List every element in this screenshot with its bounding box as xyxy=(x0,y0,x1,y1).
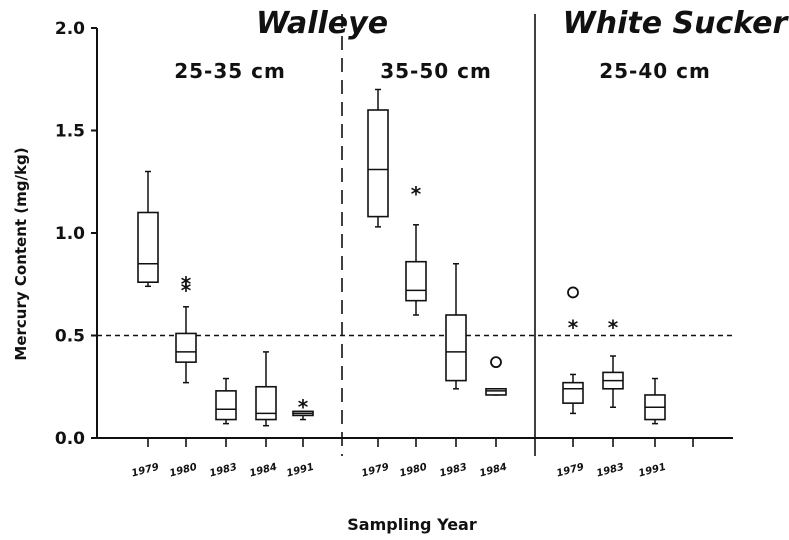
plot-frame xyxy=(341,14,536,456)
box-1983: 1983 xyxy=(208,377,238,480)
box-1991: 1991 xyxy=(637,377,667,480)
box-iqr xyxy=(367,109,389,218)
x-tick-label: 1980 xyxy=(168,462,198,480)
outlier-star: * xyxy=(411,182,422,206)
box-iqr xyxy=(485,387,507,396)
box-iqr xyxy=(562,381,584,404)
x-tick-label: 1979 xyxy=(555,462,585,480)
x-tick-label: 1979 xyxy=(130,462,160,480)
y-tick-label: 0.5 xyxy=(55,327,85,347)
box-iqr xyxy=(175,332,197,363)
box-1979: 1979 xyxy=(360,88,390,480)
axes-group: 0.0 0.5 1.0 1.5 2.0 xyxy=(55,19,733,449)
outlier-star: * xyxy=(181,278,192,302)
outlier-circle xyxy=(490,356,502,369)
x-tick-label: 1980 xyxy=(398,462,428,480)
x-tick-label: 1984 xyxy=(478,462,508,480)
y-axis-label: Mercury Content (mg/kg) xyxy=(12,147,30,360)
x-tick-label: 1983 xyxy=(438,462,468,480)
x-axis-label: Sampling Year xyxy=(347,515,477,534)
x-tick-label: 1983 xyxy=(208,462,238,480)
y-tick-label: 1.5 xyxy=(55,122,85,142)
panel-3: White Sucker 25-40 cm * 1979 * 1983 1991 xyxy=(555,6,789,480)
box-1980: * 1980 xyxy=(398,182,428,480)
box-1979: 1979 xyxy=(130,170,160,480)
y-tick-label: 0.0 xyxy=(55,429,85,449)
box-iqr xyxy=(405,260,427,302)
box-1980: ** 1980 xyxy=(168,272,198,479)
box-1983: * 1983 xyxy=(595,315,625,479)
outlier-star: * xyxy=(608,315,619,339)
size-range-label: 35-50 cm xyxy=(380,59,492,83)
outlier-star: * xyxy=(181,272,192,296)
y-tick-label: 1.0 xyxy=(55,224,85,244)
x-tick-label: 1991 xyxy=(637,462,667,480)
box-iqr xyxy=(137,211,159,283)
outlier-star: * xyxy=(568,315,579,339)
box-1983: 1983 xyxy=(438,263,468,480)
box-iqr xyxy=(255,385,277,421)
box-1984: 1984 xyxy=(248,351,278,480)
box-iqr xyxy=(445,314,467,382)
species-title: Walleye xyxy=(256,6,388,41)
x-tick-label: 1983 xyxy=(595,462,625,480)
x-tick-label: 1984 xyxy=(248,462,278,480)
species-title: White Sucker xyxy=(563,6,789,41)
size-range-label: 25-40 cm xyxy=(599,59,711,83)
outlier-star: * xyxy=(298,395,309,419)
y-tick-label: 2.0 xyxy=(55,19,85,39)
panel-2: 35-50 cm 1979 * 1980 1983 1984 xyxy=(360,59,508,480)
outlier-circle xyxy=(567,286,579,299)
x-tick-label: 1979 xyxy=(360,462,390,480)
size-range-label: 25-35 cm xyxy=(174,59,286,83)
x-tick-label: 1991 xyxy=(285,462,315,480)
box-iqr xyxy=(215,390,237,421)
box-1979: * 1979 xyxy=(555,286,585,480)
box-1984: 1984 xyxy=(478,356,508,480)
